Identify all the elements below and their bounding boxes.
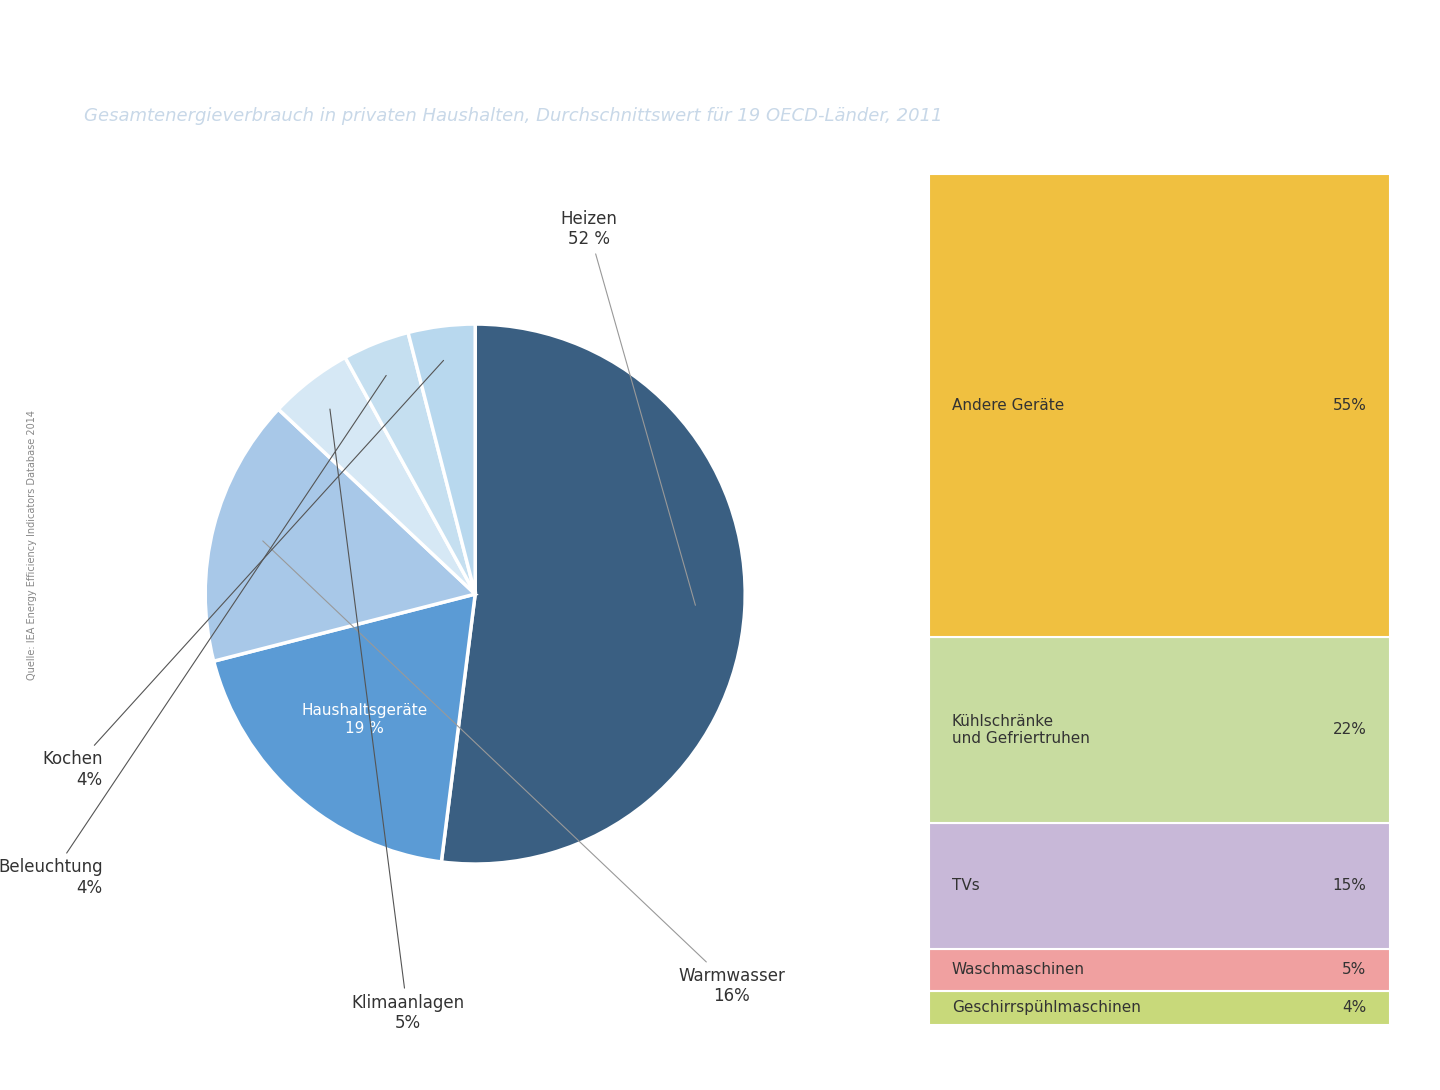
Text: 55%: 55% — [1332, 398, 1367, 413]
Bar — [929, 638, 1390, 823]
Bar — [929, 948, 1390, 991]
Wedge shape — [206, 409, 475, 662]
Text: Gesamtenergieverbrauch in privaten Haushalten, Durchschnittswert für 19 OECD-Län: Gesamtenergieverbrauch in privaten Haush… — [84, 107, 942, 125]
Text: Kühlschränke
und Gefriertruhen: Kühlschränke und Gefriertruhen — [952, 714, 1090, 747]
Text: 22%: 22% — [1332, 723, 1367, 738]
Bar — [929, 823, 1390, 948]
Text: Haushaltsgeräte
19 %: Haushaltsgeräte 19 % — [301, 703, 428, 736]
Wedge shape — [213, 594, 475, 862]
Text: 5%: 5% — [1342, 962, 1367, 978]
Wedge shape — [442, 324, 744, 864]
Text: Andere Geräte: Andere Geräte — [952, 398, 1064, 413]
Text: Warmwasser
16%: Warmwasser 16% — [262, 541, 785, 1005]
Text: Heizen
52 %: Heizen 52 % — [560, 209, 696, 605]
Text: Klimaanlagen
5%: Klimaanlagen 5% — [330, 409, 464, 1032]
Text: 4%: 4% — [1342, 1001, 1367, 1015]
Wedge shape — [408, 324, 475, 594]
Text: Waschmaschinen: Waschmaschinen — [952, 962, 1084, 978]
Text: TVs: TVs — [952, 879, 979, 893]
Wedge shape — [346, 332, 475, 594]
Text: >>: >> — [26, 35, 91, 73]
Text: Kochen
4%: Kochen 4% — [42, 361, 444, 789]
Bar — [929, 174, 1390, 638]
Text: Geschirrspühlmaschinen: Geschirrspühlmaschinen — [952, 1001, 1140, 1015]
Text: Quelle: IEA Energy Efficiency Indicators Database 2014: Quelle: IEA Energy Efficiency Indicators… — [27, 410, 36, 680]
Text: Energiefresser: Energiefresser — [84, 19, 543, 72]
Text: Beleuchtung
4%: Beleuchtung 4% — [0, 375, 386, 897]
Wedge shape — [278, 358, 475, 594]
Bar — [929, 991, 1390, 1025]
Text: 15%: 15% — [1332, 879, 1367, 893]
